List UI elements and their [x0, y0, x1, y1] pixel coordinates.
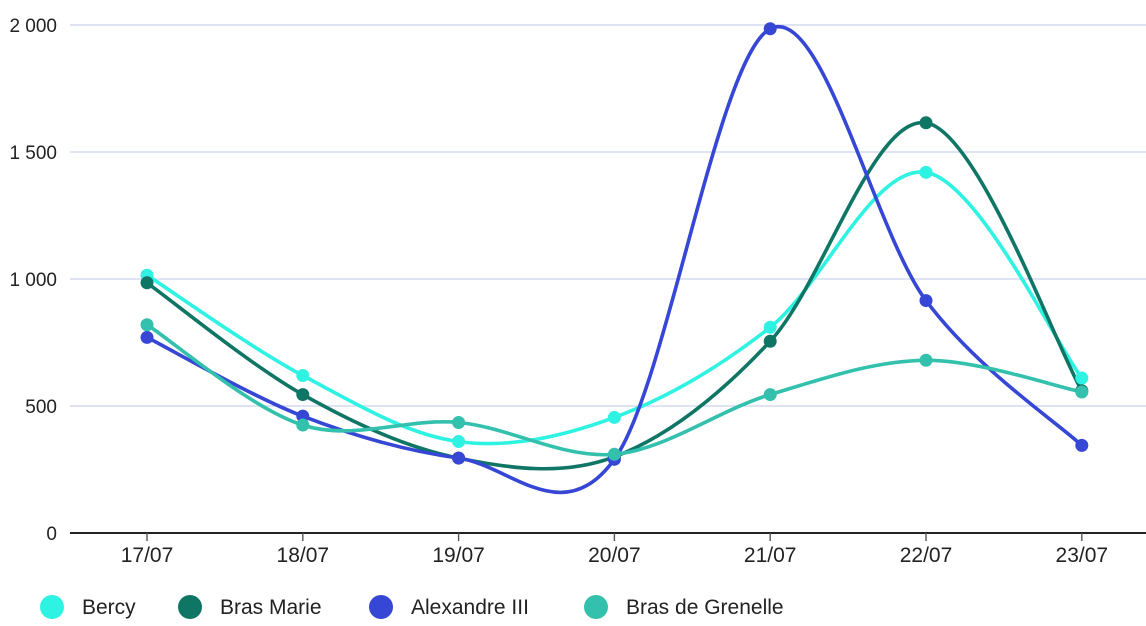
data-point-bras-de-grenelle — [607, 447, 621, 461]
data-point-bras-de-grenelle — [140, 318, 154, 332]
data-point-bras-marie — [140, 276, 154, 290]
data-point-alexandre-iii — [1075, 438, 1089, 452]
x-tick-label: 23/07 — [1056, 544, 1109, 567]
legend-label-alexandre-iii: Alexandre III — [411, 596, 529, 619]
data-point-bras-de-grenelle — [296, 418, 310, 432]
data-point-alexandre-iii — [919, 294, 933, 308]
legend-label-bras-marie: Bras Marie — [220, 596, 322, 619]
legend-swatch-bras-marie — [178, 595, 202, 619]
x-tick-label: 20/07 — [588, 544, 641, 567]
data-point-bercy — [296, 369, 310, 383]
data-point-alexandre-iii — [763, 22, 777, 36]
y-tick-label: 2 000 — [9, 16, 57, 37]
data-point-bras-de-grenelle — [452, 416, 466, 430]
axes: 0 500 1 000 1 500 2 000 17/07 18/07 19/07 20/07 2… — [9, 16, 1146, 567]
data-point-bras-de-grenelle — [919, 353, 933, 367]
y-tick-label: 500 — [25, 397, 57, 418]
x-tick-label: 19/07 — [432, 544, 485, 567]
data-point-bras-de-grenelle — [763, 388, 777, 402]
data-point-bercy — [763, 320, 777, 334]
series-line-bercy — [145, 170, 1084, 446]
x-tick-label: 22/07 — [900, 544, 953, 567]
data-point-bras-marie — [296, 388, 310, 402]
data-point-bercy — [452, 435, 466, 449]
data-point-bercy — [1075, 371, 1089, 385]
data-points — [140, 22, 1089, 466]
data-point-bras-marie — [919, 116, 933, 130]
data-point-alexandre-iii — [140, 330, 154, 344]
y-tick-label: 1 000 — [9, 270, 57, 291]
data-point-bercy — [919, 165, 933, 179]
data-point-bercy — [607, 410, 621, 424]
legend: Bercy Bras Marie Alexandre III Bras de Gren… — [40, 595, 784, 619]
legend-label-bras-de-grenelle: Bras de Grenelle — [626, 596, 784, 619]
series-line-bras-de-grenelle — [145, 322, 1084, 457]
legend-swatch-alexandre-iii — [369, 595, 393, 619]
data-point-bras-de-grenelle — [1075, 385, 1089, 399]
data-point-bras-marie — [763, 334, 777, 348]
legend-label-bercy: Bercy — [82, 596, 136, 619]
y-tick-label: 1 500 — [9, 143, 57, 164]
y-tick-label: 0 — [46, 524, 57, 545]
data-point-alexandre-iii — [296, 409, 310, 423]
legend-swatch-bercy — [40, 595, 64, 619]
x-tick-label: 21/07 — [744, 544, 797, 567]
data-point-alexandre-iii — [452, 451, 466, 465]
x-tick-label: 17/07 — [121, 544, 174, 567]
x-tick-label: 18/07 — [277, 544, 330, 567]
legend-swatch-bras-de-grenelle — [584, 595, 608, 619]
gridlines — [70, 24, 1146, 407]
series-line-alexandre-iii — [145, 24, 1084, 495]
